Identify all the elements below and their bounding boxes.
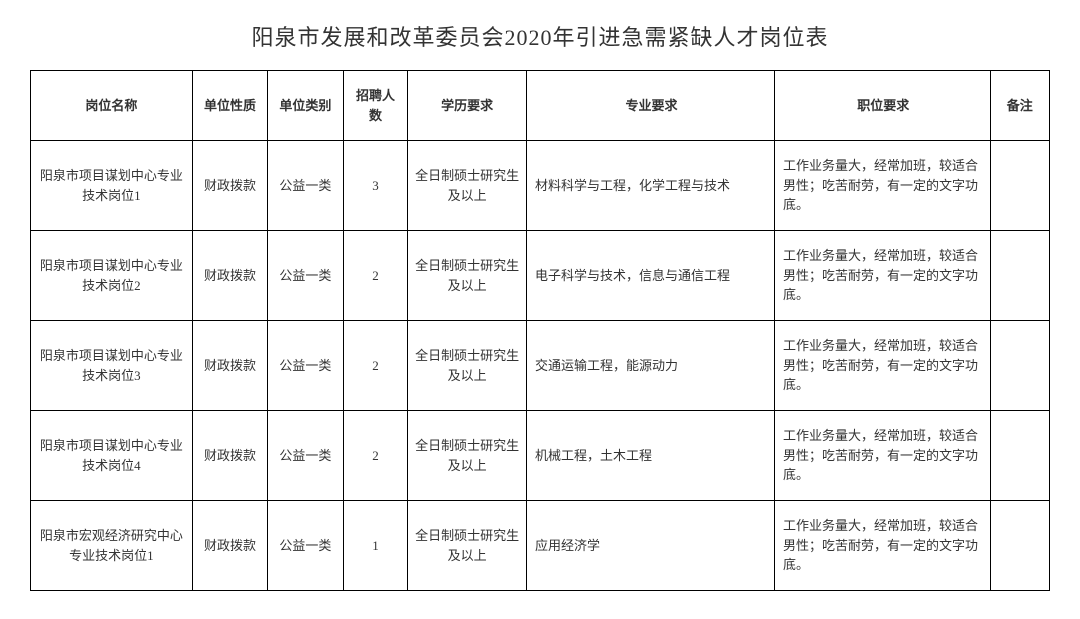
cell-nature: 财政拨款 [192,501,267,591]
cell-position: 阳泉市项目谋划中心专业技术岗位2 [31,231,193,321]
table-row: 阳泉市宏观经济研究中心专业技术岗位1 财政拨款 公益一类 1 全日制硕士研究生及… [31,501,1050,591]
cell-req: 工作业务量大，经常加班，较适合男性；吃苦耐劳，有一定的文字功底。 [774,501,990,591]
cell-note [990,321,1049,411]
cell-note [990,231,1049,321]
cell-education: 全日制硕士研究生及以上 [408,501,527,591]
cell-req: 工作业务量大，经常加班，较适合男性；吃苦耐劳，有一定的文字功底。 [774,321,990,411]
col-header-count: 招聘人数 [343,71,408,141]
cell-count: 2 [343,321,408,411]
cell-count: 2 [343,411,408,501]
cell-req: 工作业务量大，经常加班，较适合男性；吃苦耐劳，有一定的文字功底。 [774,411,990,501]
cell-major: 应用经济学 [526,501,774,591]
cell-count: 2 [343,231,408,321]
cell-category: 公益一类 [268,141,343,231]
cell-req: 工作业务量大，经常加班，较适合男性；吃苦耐劳，有一定的文字功底。 [774,231,990,321]
col-header-category: 单位类别 [268,71,343,141]
cell-major: 机械工程，土木工程 [526,411,774,501]
col-header-req: 职位要求 [774,71,990,141]
cell-education: 全日制硕士研究生及以上 [408,141,527,231]
cell-note [990,501,1049,591]
cell-count: 3 [343,141,408,231]
table-body: 阳泉市项目谋划中心专业技术岗位1 财政拨款 公益一类 3 全日制硕士研究生及以上… [31,141,1050,591]
cell-count: 1 [343,501,408,591]
cell-note [990,141,1049,231]
cell-note [990,411,1049,501]
col-header-note: 备注 [990,71,1049,141]
cell-position: 阳泉市宏观经济研究中心专业技术岗位1 [31,501,193,591]
col-header-nature: 单位性质 [192,71,267,141]
cell-nature: 财政拨款 [192,321,267,411]
table-row: 阳泉市项目谋划中心专业技术岗位4 财政拨款 公益一类 2 全日制硕士研究生及以上… [31,411,1050,501]
cell-position: 阳泉市项目谋划中心专业技术岗位4 [31,411,193,501]
cell-req: 工作业务量大，经常加班，较适合男性；吃苦耐劳，有一定的文字功底。 [774,141,990,231]
col-header-position: 岗位名称 [31,71,193,141]
page-title: 阳泉市发展和改革委员会2020年引进急需紧缺人才岗位表 [30,20,1050,52]
cell-education: 全日制硕士研究生及以上 [408,411,527,501]
table-row: 阳泉市项目谋划中心专业技术岗位2 财政拨款 公益一类 2 全日制硕士研究生及以上… [31,231,1050,321]
cell-nature: 财政拨款 [192,411,267,501]
cell-category: 公益一类 [268,501,343,591]
cell-major: 电子科学与技术，信息与通信工程 [526,231,774,321]
table-row: 阳泉市项目谋划中心专业技术岗位3 财政拨款 公益一类 2 全日制硕士研究生及以上… [31,321,1050,411]
cell-position: 阳泉市项目谋划中心专业技术岗位3 [31,321,193,411]
cell-category: 公益一类 [268,231,343,321]
col-header-education: 学历要求 [408,71,527,141]
table-row: 阳泉市项目谋划中心专业技术岗位1 财政拨款 公益一类 3 全日制硕士研究生及以上… [31,141,1050,231]
cell-category: 公益一类 [268,321,343,411]
cell-category: 公益一类 [268,411,343,501]
cell-major: 材料科学与工程，化学工程与技术 [526,141,774,231]
cell-nature: 财政拨款 [192,141,267,231]
table-header-row: 岗位名称 单位性质 单位类别 招聘人数 学历要求 专业要求 职位要求 备注 [31,71,1050,141]
cell-nature: 财政拨款 [192,231,267,321]
cell-education: 全日制硕士研究生及以上 [408,231,527,321]
positions-table: 岗位名称 单位性质 单位类别 招聘人数 学历要求 专业要求 职位要求 备注 阳泉… [30,70,1050,591]
cell-position: 阳泉市项目谋划中心专业技术岗位1 [31,141,193,231]
cell-major: 交通运输工程，能源动力 [526,321,774,411]
cell-education: 全日制硕士研究生及以上 [408,321,527,411]
col-header-major: 专业要求 [526,71,774,141]
